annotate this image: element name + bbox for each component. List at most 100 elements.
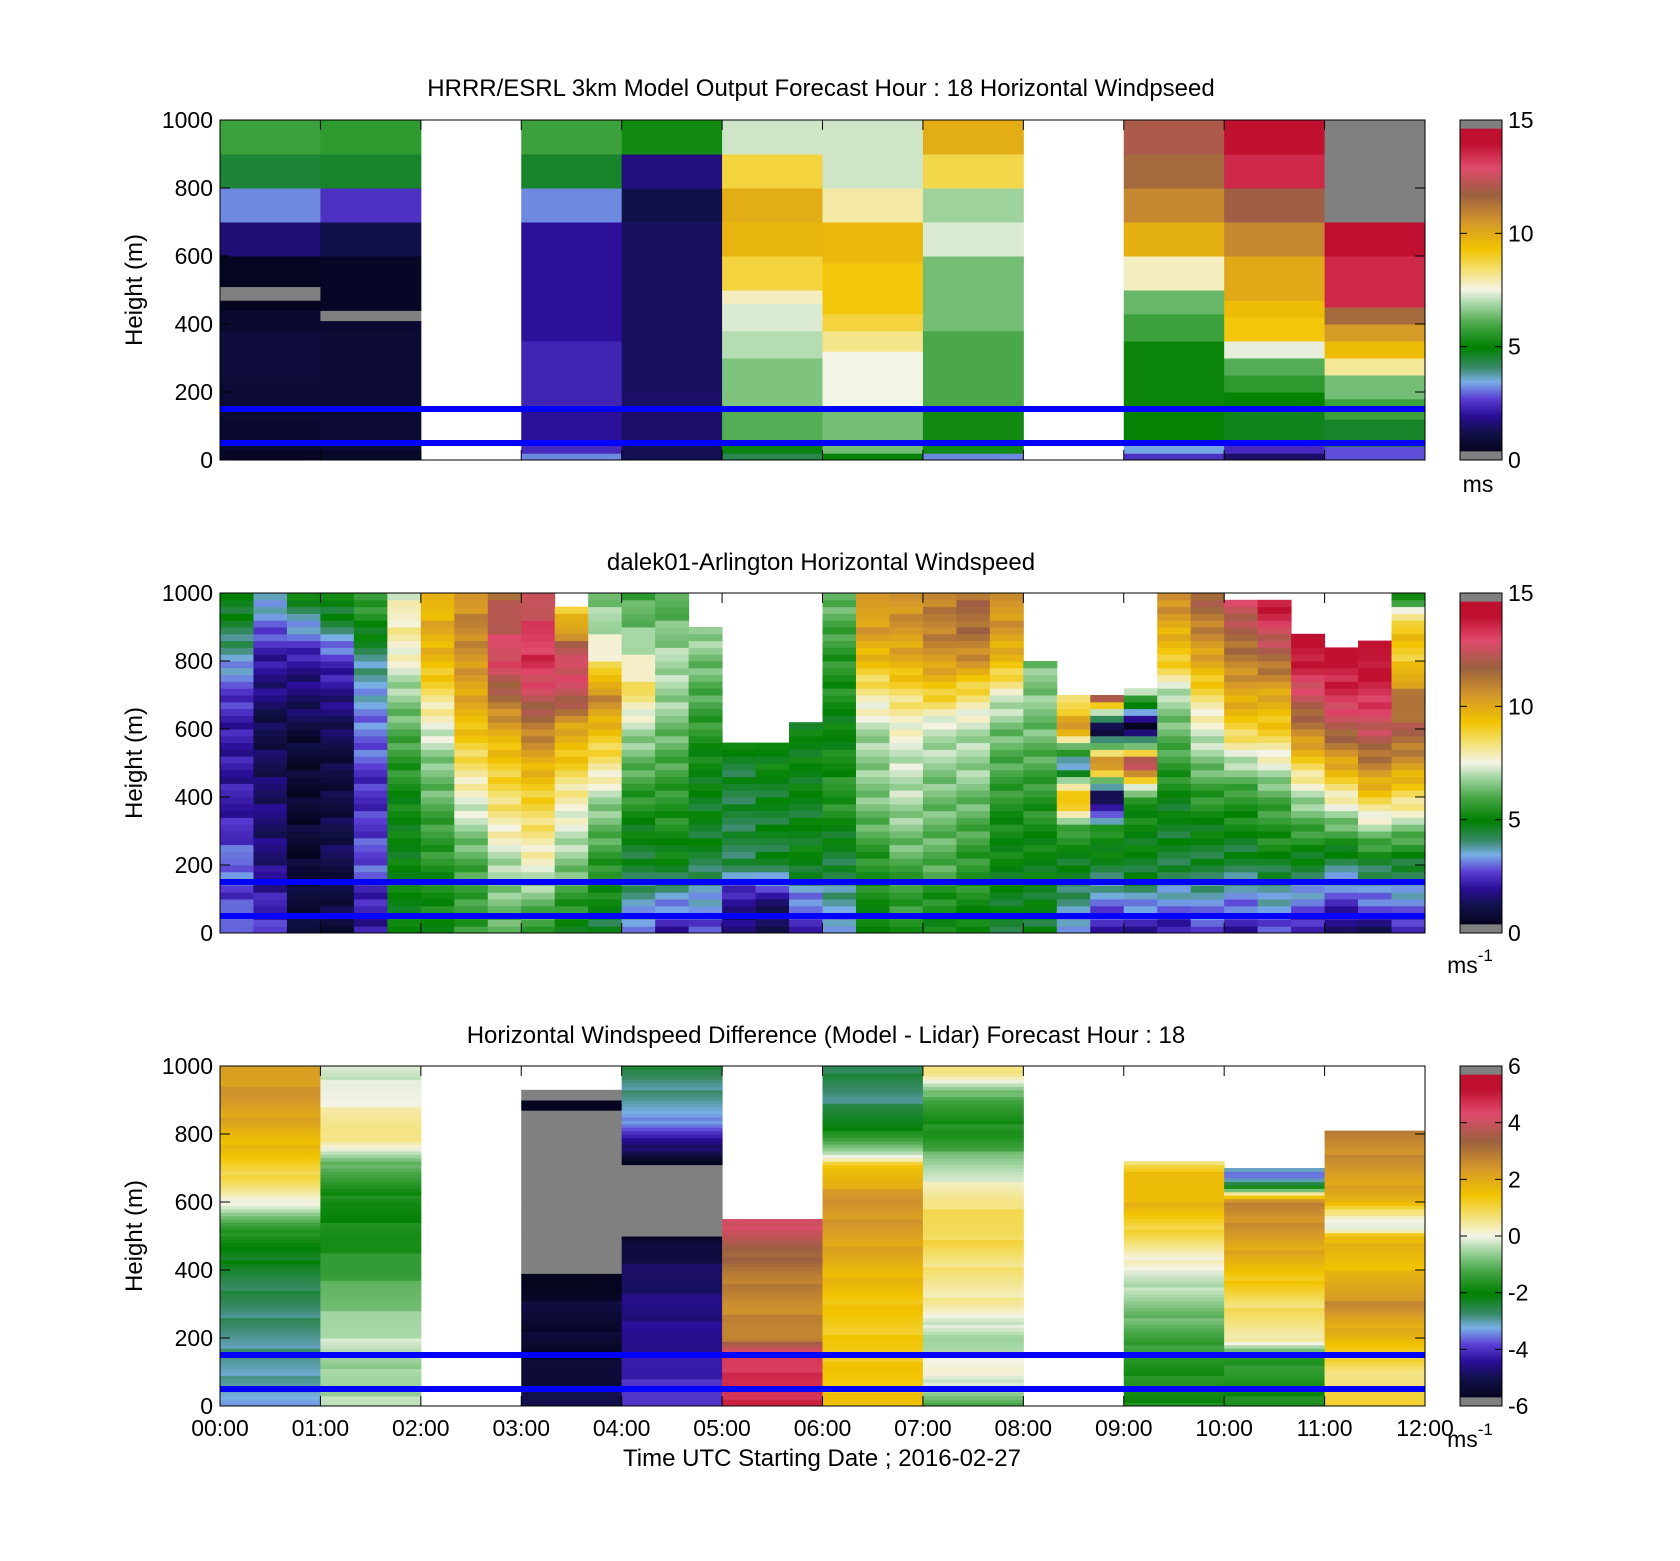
heatmap-cell [956, 647, 991, 655]
heatmap-cell [1123, 1287, 1225, 1291]
heatmap-cell [956, 871, 991, 880]
heatmap-cell [253, 851, 288, 859]
heatmap-cell [1023, 763, 1058, 771]
heatmap-cell [454, 763, 489, 771]
heatmap-cell [1157, 620, 1192, 628]
heatmap-cell [521, 1287, 623, 1291]
heatmap-cell [1157, 769, 1192, 778]
heatmap-cell [1123, 1307, 1225, 1312]
heatmap-cell [220, 803, 254, 812]
heatmap-cell [621, 1083, 723, 1087]
heatmap-cell [220, 769, 254, 778]
heatmap-cell [621, 640, 656, 648]
heatmap-cell [320, 1208, 422, 1213]
heatmap-cell [320, 188, 422, 223]
heatmap-cell [922, 1280, 1024, 1285]
heatmap-cell [521, 1225, 623, 1230]
heatmap-cell [1224, 844, 1259, 852]
heatmap-cell [1190, 599, 1225, 608]
heatmap-cell [1157, 654, 1192, 662]
heatmap-cell [1324, 1375, 1426, 1380]
heatmap-cell [621, 1368, 723, 1373]
heatmap-cell [1324, 824, 1359, 832]
heatmap-cell [1324, 1283, 1426, 1288]
heatmap-cell [621, 749, 656, 757]
heatmap-cell [688, 715, 723, 723]
heatmap-cell [1291, 735, 1326, 744]
heatmap-cell [320, 824, 355, 832]
heatmap-cell [521, 1395, 623, 1400]
heatmap-cell [722, 831, 757, 839]
heatmap-cell [320, 1348, 422, 1353]
heatmap-cell [588, 613, 623, 621]
heatmap-cell [1324, 1144, 1426, 1149]
heatmap-cell [822, 865, 857, 873]
heatmap-cell [1291, 729, 1326, 737]
heatmap-cell [1257, 892, 1292, 900]
heatmap-cell [320, 769, 355, 778]
heatmap-cell [688, 763, 723, 771]
heatmap-cell [588, 695, 623, 703]
heatmap-cell [1391, 674, 1426, 682]
heatmap-cell [286, 593, 321, 601]
heatmap-cell [253, 790, 288, 798]
heatmap-cell [420, 803, 455, 812]
heatmap-cell [889, 647, 924, 655]
heatmap-cell [253, 647, 288, 655]
heatmap-cell [989, 831, 1024, 839]
heatmap-cell [454, 783, 489, 791]
heatmap-cell [688, 803, 723, 812]
heatmap-cell [521, 1246, 623, 1251]
heatmap-cell [855, 776, 890, 784]
heatmap-cell [487, 654, 522, 662]
heatmap-cell [253, 858, 288, 866]
heatmap-cell [1123, 1205, 1225, 1210]
heatmap-cell [420, 899, 455, 907]
heatmap-cell [922, 1137, 1024, 1142]
heatmap-cell [588, 729, 623, 737]
heatmap-cell [1391, 647, 1426, 655]
heatmap-cell [1324, 674, 1359, 682]
heatmap-cell [688, 844, 723, 852]
heatmap-cell [722, 837, 757, 846]
heatmap-cell [387, 599, 422, 608]
heatmap-cell [922, 1290, 1024, 1295]
heatmap-cell [822, 1341, 924, 1346]
heatmap-cell [1257, 681, 1292, 689]
heatmap-cell [1224, 1242, 1326, 1247]
heatmap-cell [1224, 222, 1326, 257]
heatmap-cell [956, 620, 991, 628]
heatmap-cell [1123, 790, 1158, 798]
heatmap-cell [1224, 661, 1259, 669]
heatmap-cell [487, 865, 522, 873]
heatmap-cell [1391, 810, 1426, 818]
heatmap-cell [220, 1300, 321, 1305]
heatmap-cell [554, 647, 589, 655]
heatmap-cell [554, 742, 589, 750]
heatmap-cell [320, 729, 355, 737]
panel-3-title: Horizontal Windspeed Difference (Model -… [467, 1022, 1186, 1049]
heatmap-cell [253, 769, 288, 778]
heatmap-cell [1123, 715, 1158, 723]
heatmap-cell [822, 633, 857, 642]
heatmap-cell [554, 729, 589, 737]
heatmap-cell [855, 627, 890, 635]
heatmap-cell [822, 1161, 924, 1166]
heatmap-cell [253, 865, 288, 873]
heatmap-cell [420, 865, 455, 873]
heatmap-cell [1190, 817, 1225, 825]
heatmap-cell [989, 824, 1024, 832]
heatmap-cell [1257, 654, 1292, 662]
heatmap-cell [722, 776, 757, 784]
heatmap-cell [1224, 831, 1259, 839]
heatmap-cell [1224, 392, 1326, 410]
heatmap-cell [387, 899, 422, 907]
heatmap-cell [722, 844, 757, 852]
heatmap-cell [822, 790, 857, 798]
heatmap-cell [353, 905, 388, 914]
heatmap-cell [1224, 1372, 1326, 1376]
heatmap-cell [1123, 1327, 1225, 1332]
heatmap-cell [220, 310, 321, 332]
heatmap-cell [320, 858, 355, 866]
heatmap-cell [1257, 667, 1292, 676]
